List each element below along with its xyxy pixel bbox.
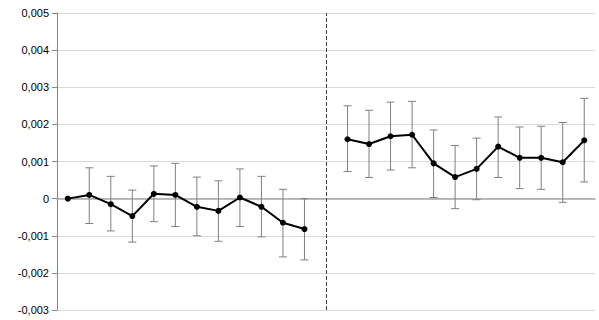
svg-text:0,001: 0,001	[21, 156, 49, 168]
svg-text:0,002: 0,002	[21, 118, 49, 130]
svg-text:-0,003: -0,003	[18, 304, 49, 316]
svg-text:0: 0	[43, 193, 49, 205]
svg-text:-0,002: -0,002	[18, 267, 49, 279]
svg-text:-0,001: -0,001	[18, 230, 49, 242]
svg-text:0,005: 0,005	[21, 7, 49, 19]
svg-text:0,003: 0,003	[21, 81, 49, 93]
svg-text:0,004: 0,004	[21, 44, 49, 56]
